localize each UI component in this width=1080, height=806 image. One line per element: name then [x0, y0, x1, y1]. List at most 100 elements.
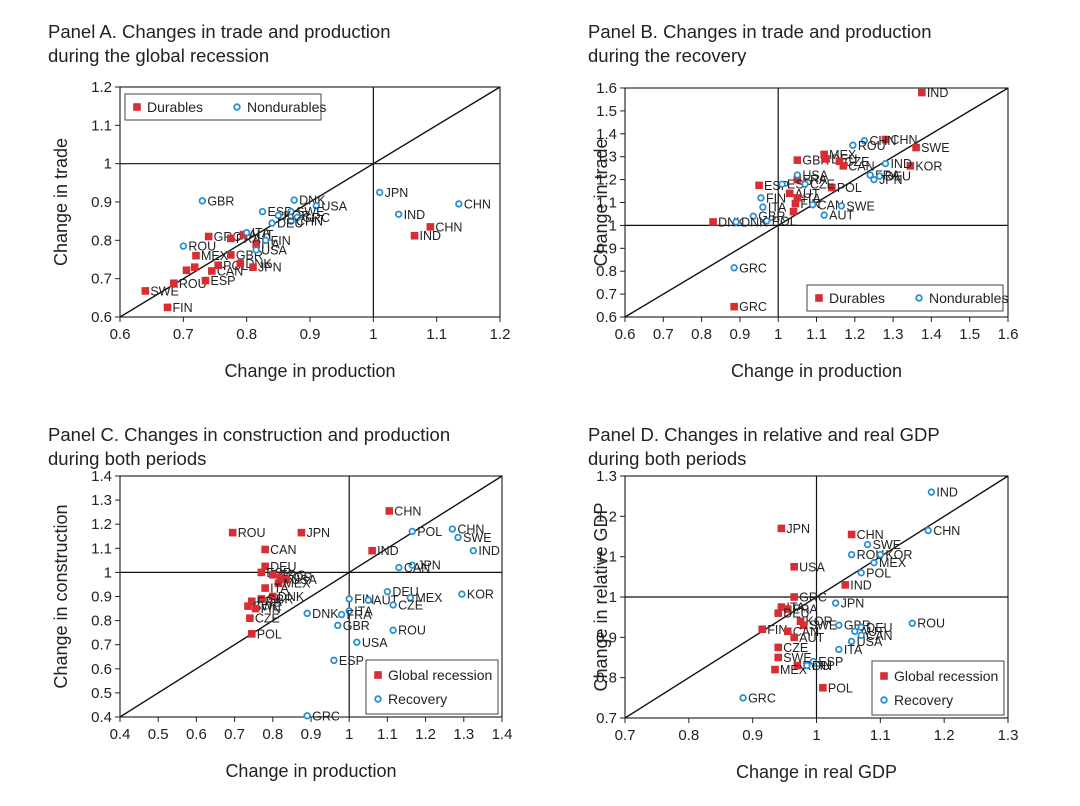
- x-tick-label: 1.3: [453, 726, 474, 743]
- point-marker-ind: [368, 546, 376, 555]
- point-marker-pol: [214, 261, 222, 270]
- y-tick-label: 1.2: [91, 516, 112, 533]
- point-marker-kor: [876, 550, 885, 559]
- y-tick-label: 1.3: [91, 492, 112, 509]
- point-label: GRC: [748, 691, 776, 705]
- legend-label: Global recession: [894, 668, 998, 684]
- point-label: CHN: [435, 220, 462, 234]
- point-marker-swe: [912, 143, 920, 152]
- panel-c-45-degree-line: [120, 476, 502, 717]
- point-label: FRA: [802, 173, 828, 187]
- point-marker-fin: [345, 595, 353, 603]
- point-marker-jpn: [375, 188, 384, 197]
- point-marker-fin: [791, 199, 800, 208]
- point-label: ITA: [802, 191, 821, 205]
- point-marker-aut: [785, 189, 794, 198]
- point-marker-swe: [141, 287, 150, 295]
- panel-b-chart: 0.6 0.7 0.8 0.9 1 1.1 1.2 1.3 1.4 1.5 1.6 0.6 0.7 0.8…: [591, 80, 1018, 381]
- point-marker-fin: [757, 194, 765, 202]
- panel-b-title: Panel B. Changes in trade and production…: [588, 20, 932, 68]
- point-label: JPN: [417, 559, 441, 573]
- point-label: FIN: [271, 234, 291, 248]
- point-label: GRC: [799, 591, 827, 605]
- y-tick-label: 1: [104, 564, 112, 581]
- y-tick-label: 1.2: [91, 79, 112, 96]
- panel-d-chart: 0.7 0.8 0.9 1 1.1 1.2 1.3 0.7 0.8 0.9 1 1.1 1.2 1.3 Ch…: [591, 468, 1018, 782]
- legend-circle-icon: [233, 103, 241, 111]
- point-marker-chn: [385, 507, 394, 515]
- panel-d-title: Panel D. Changes in relative and real GD…: [588, 423, 940, 471]
- point-label: CAN: [270, 543, 296, 557]
- panel-b-y-axis-title: Change in trade: [591, 138, 611, 266]
- point-marker-can: [808, 201, 817, 209]
- point-label: ROU: [179, 277, 207, 291]
- panel-d-title-line1: Panel D. Changes in relative and real GD…: [588, 424, 940, 445]
- legend-circle-icon: [915, 294, 923, 302]
- legend-box: [365, 659, 499, 715]
- point-marker-fin: [261, 236, 270, 245]
- x-tick-label: 1: [369, 326, 377, 343]
- point-marker-gbr: [198, 197, 207, 205]
- point-label: CAN: [217, 265, 243, 279]
- panel-b: Panel B. Changes in trade and production…: [540, 0, 1080, 403]
- point-label: IND: [890, 157, 912, 171]
- point-label: CHN: [296, 215, 323, 229]
- point-label: MEX: [284, 577, 312, 591]
- point-marker-fin: [758, 625, 767, 634]
- point-label: AUT: [799, 631, 824, 645]
- x-tick-label: 1: [774, 326, 782, 343]
- point-marker-kor: [906, 162, 915, 170]
- point-label: AUT: [829, 209, 854, 223]
- point-marker-gbr: [835, 621, 843, 629]
- point-marker-cze: [801, 180, 809, 188]
- point-marker-deu: [857, 623, 865, 631]
- point-marker-pol: [828, 183, 836, 192]
- point-marker-chn: [924, 526, 932, 535]
- point-marker-grc: [739, 694, 747, 702]
- point-marker-grc: [269, 571, 277, 579]
- point-marker-mex: [870, 559, 878, 567]
- y-tick-label: 0.7: [596, 286, 617, 303]
- legend-label: Durables: [147, 99, 203, 115]
- panel-a-title-line2: during the global recession: [48, 45, 270, 66]
- y-tick-label: 0.8: [91, 232, 112, 249]
- point-marker-swe: [774, 653, 782, 662]
- point-label: KOR: [915, 159, 942, 173]
- y-tick-label: 1: [609, 589, 617, 606]
- point-label: IND: [850, 578, 872, 592]
- point-label: ITA: [354, 604, 373, 618]
- point-marker-deu: [774, 609, 782, 617]
- panel-d-y-axis-title: Change in relative GDP: [591, 502, 611, 691]
- point-label: DNK: [741, 215, 768, 229]
- x-tick-label: 0.4: [110, 726, 131, 743]
- y-tick-label: 0.6: [596, 309, 617, 326]
- point-marker-rou: [847, 550, 856, 559]
- panel-b-title-line2: during the recovery: [588, 45, 747, 66]
- point-label: USA: [321, 199, 347, 213]
- y-tick-label: 1.2: [596, 508, 617, 525]
- x-tick-label: 1.2: [844, 326, 865, 343]
- point-marker-mex: [771, 665, 779, 674]
- legend-label: Recovery: [894, 692, 953, 708]
- point-label: DNK: [312, 607, 339, 621]
- legend-square-icon: [880, 672, 888, 680]
- point-marker-can: [395, 563, 403, 572]
- panel-c-title-line2: during both periods: [48, 448, 207, 469]
- x-tick-label: 0.9: [300, 326, 321, 343]
- point-label: MEX: [201, 249, 229, 263]
- point-marker-mex: [274, 579, 283, 588]
- point-label: CAN: [818, 198, 844, 212]
- x-tick-label: 1: [345, 726, 353, 743]
- point-marker-mex: [406, 594, 415, 602]
- point-label: ESP: [818, 655, 843, 669]
- point-label: CHN: [394, 504, 421, 518]
- legend-box: [806, 284, 1004, 312]
- point-marker-chn: [426, 223, 435, 231]
- y-tick-label: 1.1: [596, 549, 617, 566]
- point-marker-fin: [163, 303, 172, 312]
- point-label: JPN: [258, 261, 282, 275]
- point-label: KOR: [806, 615, 833, 629]
- legend-label: Nondurables: [929, 290, 1008, 306]
- point-marker-esp: [755, 181, 763, 190]
- point-marker-ita: [261, 584, 269, 592]
